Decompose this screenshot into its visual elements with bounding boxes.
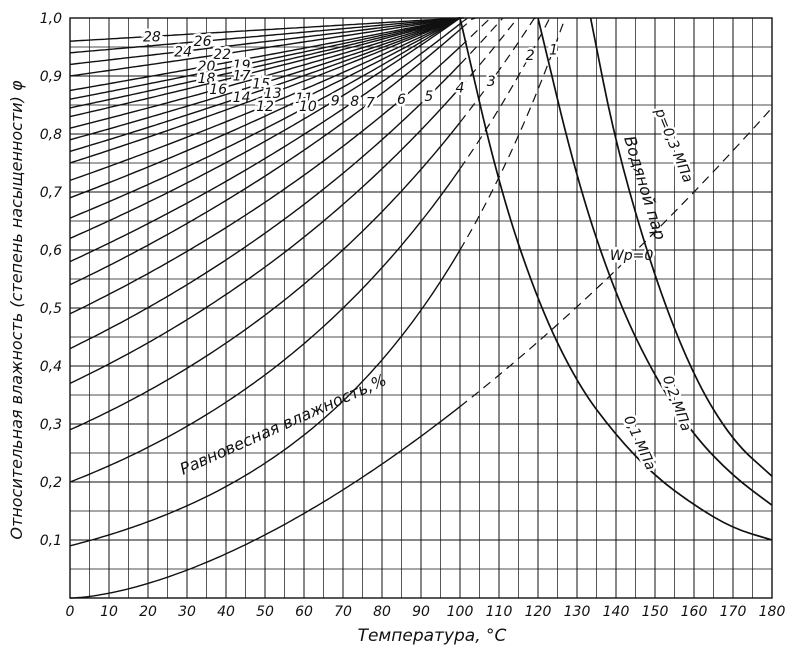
- moisture-curve-dashed: [459, 107, 773, 408]
- moisture-curve-dashed: [459, 17, 519, 88]
- moisture-curve-line: [69, 17, 461, 118]
- moisture-curve-line: [69, 46, 461, 315]
- x-tick-label: 130: [564, 604, 591, 620]
- moisture-curve-line: [69, 17, 461, 77]
- moisture-curve-line: [69, 87, 461, 385]
- x-tick-label: 90: [412, 604, 430, 620]
- y-tick-label: 0,7: [40, 185, 62, 201]
- x-tick-label: 0: [66, 604, 75, 620]
- y-axis-label: Относительная влажность (степень насыщен…: [7, 80, 26, 540]
- x-axis-label: Температура, °С: [358, 626, 507, 646]
- moisture-curve-label: 1: [549, 42, 558, 58]
- moisture-curve-label: 7: [366, 95, 375, 111]
- moisture-curve-label: 6: [397, 92, 406, 108]
- moisture-curve-line: [69, 17, 461, 240]
- moisture-curve-label: 9: [331, 93, 340, 109]
- moisture-curve-label: 24: [174, 44, 192, 60]
- x-tick-label: 50: [256, 604, 274, 620]
- moisture-curve-line: [69, 17, 461, 164]
- moisture-curve-line: [69, 17, 461, 153]
- moisture-curve-line: [69, 249, 461, 547]
- x-tick-label: 150: [642, 604, 669, 620]
- moisture-curve-line: [69, 17, 461, 199]
- y-tick-label: 0,2: [40, 475, 62, 491]
- x-tick-label: 160: [681, 604, 708, 620]
- moisture-curve-label: 13: [264, 86, 282, 102]
- y-tick-label: 0,1: [40, 533, 62, 549]
- water-vapor-curve-label: 0,1 МПа: [620, 413, 658, 472]
- moisture-curve-dashed: [459, 17, 504, 65]
- moisture-curve-line: [69, 17, 461, 100]
- water-vapor-curve: [459, 17, 773, 541]
- moisture-curve-line: [69, 168, 461, 483]
- y-tick-label: 0,5: [40, 301, 62, 317]
- x-tick-label: 140: [603, 604, 630, 620]
- moisture-curve-dashed: [459, 17, 492, 48]
- moisture-curve-line: [69, 17, 461, 92]
- x-tick-label: 80: [373, 604, 391, 620]
- water-vapor-title: Водяной пар: [620, 134, 670, 242]
- moisture-curve-line: [69, 63, 461, 350]
- moisture-curve-line: [69, 17, 461, 219]
- y-tick-label: 0,3: [40, 417, 62, 433]
- y-tick-label: 0,8: [40, 127, 62, 143]
- water-vapor-curve-label: р=0,3 МПа: [651, 105, 696, 185]
- moisture-curve-line: [69, 29, 461, 286]
- moisture-curve-line: [69, 17, 461, 182]
- moisture-curve-label: 26: [194, 34, 212, 50]
- x-tick-label: 120: [525, 604, 552, 620]
- y-tick-label: 0,4: [40, 359, 62, 375]
- moisture-curve-label: 5: [424, 89, 433, 105]
- y-tick-label: 0,6: [40, 243, 62, 259]
- x-tick-label: 180: [759, 604, 786, 620]
- moisture-curve-label: 20: [198, 59, 216, 75]
- y-tick-label: 1,0: [40, 11, 62, 27]
- moisture-curve-dashed: [459, 17, 539, 123]
- x-tick-label: 20: [139, 604, 157, 620]
- moisture-curve-dashed: [459, 17, 566, 251]
- water-vapor-title-group: Водяной пар: [620, 134, 670, 242]
- y-tick-label: 0,9: [40, 69, 62, 85]
- x-tick-label: 70: [334, 604, 352, 620]
- moisture-curve-label: 28: [143, 29, 161, 45]
- moisture-curve-line: [69, 17, 461, 42]
- plot-frame: [69, 17, 773, 599]
- chart-ticks: 0 10 20 30 40 50 60 70 80 90 100 110 120 130 140 150 160…: [40, 11, 786, 620]
- moisture-curve-label: 8: [350, 94, 359, 110]
- water-vapor-curve: [589, 17, 773, 477]
- moisture-curve-label: 12: [256, 99, 274, 115]
- moisture-curve-line: [69, 406, 461, 599]
- x-tick-label: 60: [295, 604, 313, 620]
- moisture-curve-line: [69, 17, 461, 109]
- moisture-curve-label: 3: [487, 74, 496, 90]
- moisture-curve-line: [69, 17, 461, 54]
- moisture-curve-label: 2: [526, 48, 535, 64]
- moisture-curve-label: Wр=0: [610, 248, 653, 264]
- moisture-curve-line: [69, 121, 461, 431]
- water-vapor-curve: [537, 17, 773, 506]
- moisture-curve-label: 22: [213, 47, 231, 63]
- x-tick-label: 100: [447, 604, 474, 620]
- x-tick-label: 170: [720, 604, 747, 620]
- moisture-curve-label: 17: [233, 68, 251, 84]
- moisture-curve-line: [69, 17, 461, 66]
- moisture-curve-dashed: [459, 17, 554, 170]
- x-tick-label: 10: [100, 604, 118, 620]
- moisture-curve-line: [69, 17, 461, 129]
- moisture-curve-line: [69, 17, 461, 141]
- x-tick-label: 110: [486, 604, 513, 620]
- x-tick-label: 30: [178, 604, 196, 620]
- moisture-curve-label: 11: [295, 91, 313, 107]
- x-tick-label: 40: [217, 604, 235, 620]
- moisture-curve-line: [69, 23, 461, 263]
- moisture-curve-label: 4: [456, 81, 465, 97]
